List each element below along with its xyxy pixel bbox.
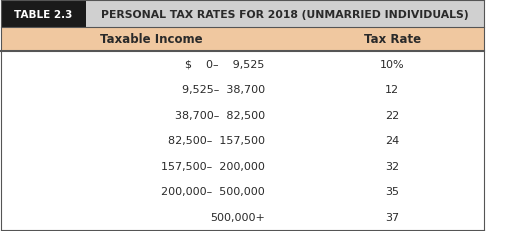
Text: $    0–    9,525: $ 0– 9,525 (185, 59, 265, 69)
Text: 12: 12 (385, 85, 400, 95)
Text: 35: 35 (385, 186, 399, 196)
Text: 32: 32 (385, 161, 400, 171)
FancyBboxPatch shape (2, 1, 484, 28)
FancyBboxPatch shape (2, 28, 484, 52)
FancyBboxPatch shape (2, 1, 86, 28)
Text: 9,525–  38,700: 9,525– 38,700 (182, 85, 265, 95)
Text: 38,700–  82,500: 38,700– 82,500 (174, 110, 265, 120)
Text: Taxable Income: Taxable Income (100, 33, 202, 46)
Text: 10%: 10% (380, 59, 405, 69)
Text: TABLE 2.3: TABLE 2.3 (14, 9, 73, 19)
Text: 82,500–  157,500: 82,500– 157,500 (168, 136, 265, 146)
Text: 24: 24 (385, 136, 400, 146)
Text: PERSONAL TAX RATES FOR 2018 (UNMARRIED INDIVIDUALS): PERSONAL TAX RATES FOR 2018 (UNMARRIED I… (101, 9, 468, 19)
Text: 200,000–  500,000: 200,000– 500,000 (161, 186, 265, 196)
Text: 22: 22 (385, 110, 400, 120)
Text: 500,000+: 500,000+ (210, 212, 265, 222)
Text: Tax Rate: Tax Rate (364, 33, 421, 46)
Text: 157,500–  200,000: 157,500– 200,000 (161, 161, 265, 171)
Text: 37: 37 (385, 212, 400, 222)
